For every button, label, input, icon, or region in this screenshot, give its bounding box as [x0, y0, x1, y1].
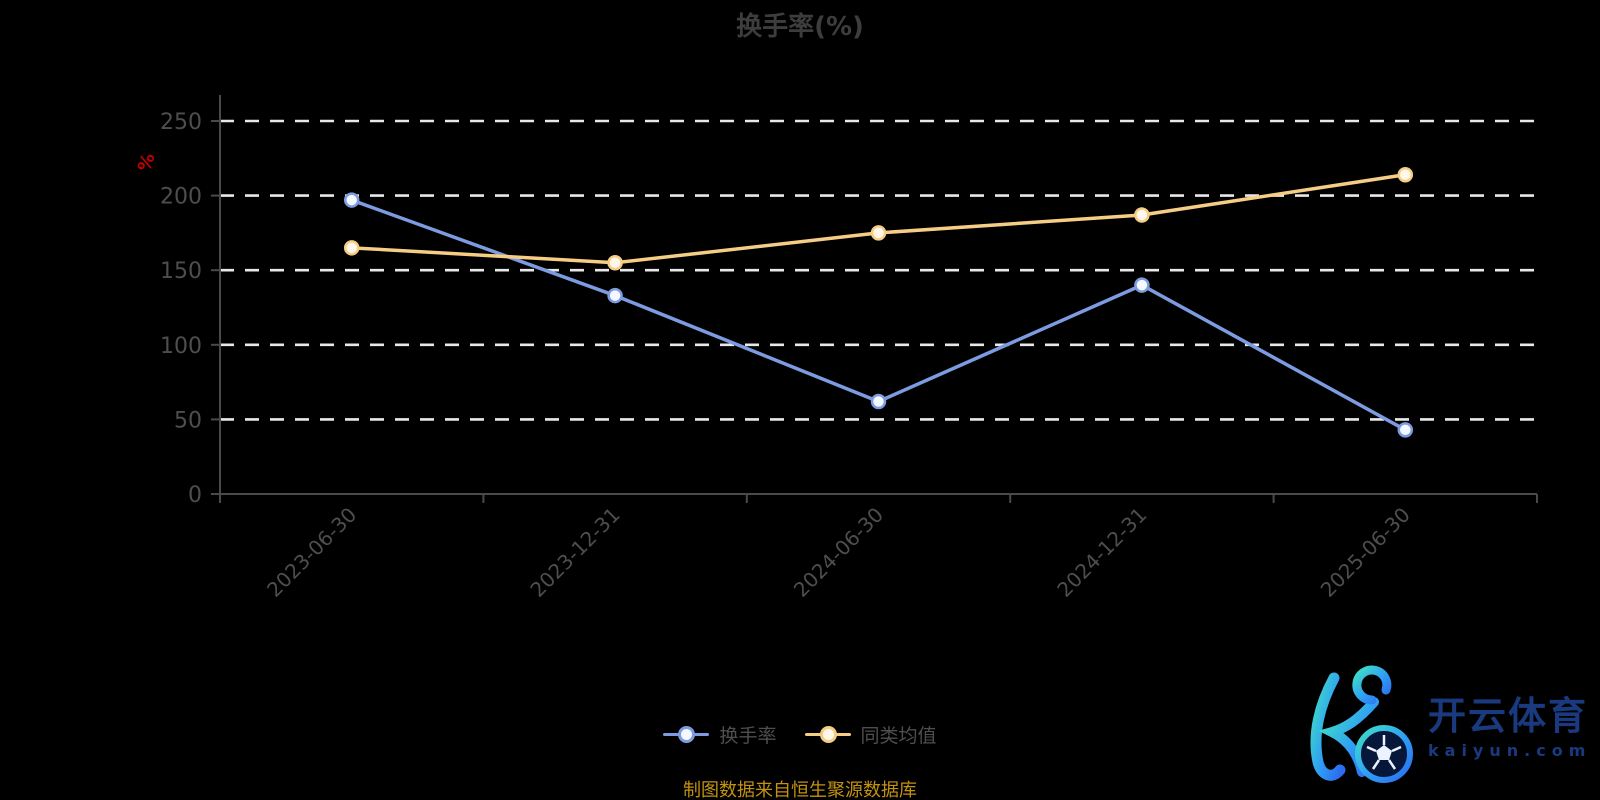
x-tick-label: 2023-12-31	[525, 503, 624, 602]
x-tick-label: 2024-06-30	[789, 503, 888, 602]
legend: 换手率 同类均值	[0, 721, 1600, 748]
soccer-ball-icon	[1355, 725, 1413, 783]
data-point[interactable]	[1397, 166, 1414, 183]
legend-line-marker-icon	[804, 726, 851, 743]
y-tick-label: 100	[160, 334, 202, 359]
legend-label: 换手率	[719, 725, 777, 747]
data-source-note: 制图数据来自恒生聚源数据库	[683, 780, 917, 800]
data-point[interactable]	[607, 254, 623, 271]
x-tick-label: 2025-06-30	[1316, 503, 1415, 602]
data-point[interactable]	[1134, 277, 1150, 293]
y-tick-label: 250	[160, 110, 202, 135]
data-point[interactable]	[870, 393, 887, 410]
legend-line-marker-icon	[663, 726, 710, 743]
kaiyun-logo-mark	[1310, 665, 1413, 783]
data-point[interactable]	[343, 240, 360, 256]
brand-name-cn: 开云体育	[1428, 693, 1589, 738]
data-point[interactable]	[343, 192, 360, 208]
brand-domain: kaiyun.com	[1428, 741, 1592, 761]
x-tick-label: 2024-12-31	[1052, 503, 1151, 602]
series-line-1	[349, 172, 1408, 265]
y-tick-label: 50	[174, 408, 202, 433]
y-tick-label: 200	[160, 185, 202, 210]
y-tick-label: 0	[188, 483, 202, 508]
kaiyun-logo: 开云体育 kaiyun.com	[1288, 662, 1593, 794]
data-point[interactable]	[1397, 422, 1414, 438]
legend-item-peer-average[interactable]: 同类均值	[804, 721, 937, 748]
data-point[interactable]	[870, 225, 887, 241]
x-tick-label: 2023-06-30	[262, 503, 361, 602]
data-point[interactable]	[1134, 207, 1150, 223]
data-point[interactable]	[607, 287, 623, 304]
y-tick-label: 150	[160, 259, 202, 284]
legend-label: 同类均值	[860, 725, 937, 747]
chart-title: 换手率(%)	[736, 12, 864, 42]
legend-item-turnover[interactable]: 换手率	[663, 721, 777, 748]
y-axis-unit-label: %	[134, 150, 160, 174]
